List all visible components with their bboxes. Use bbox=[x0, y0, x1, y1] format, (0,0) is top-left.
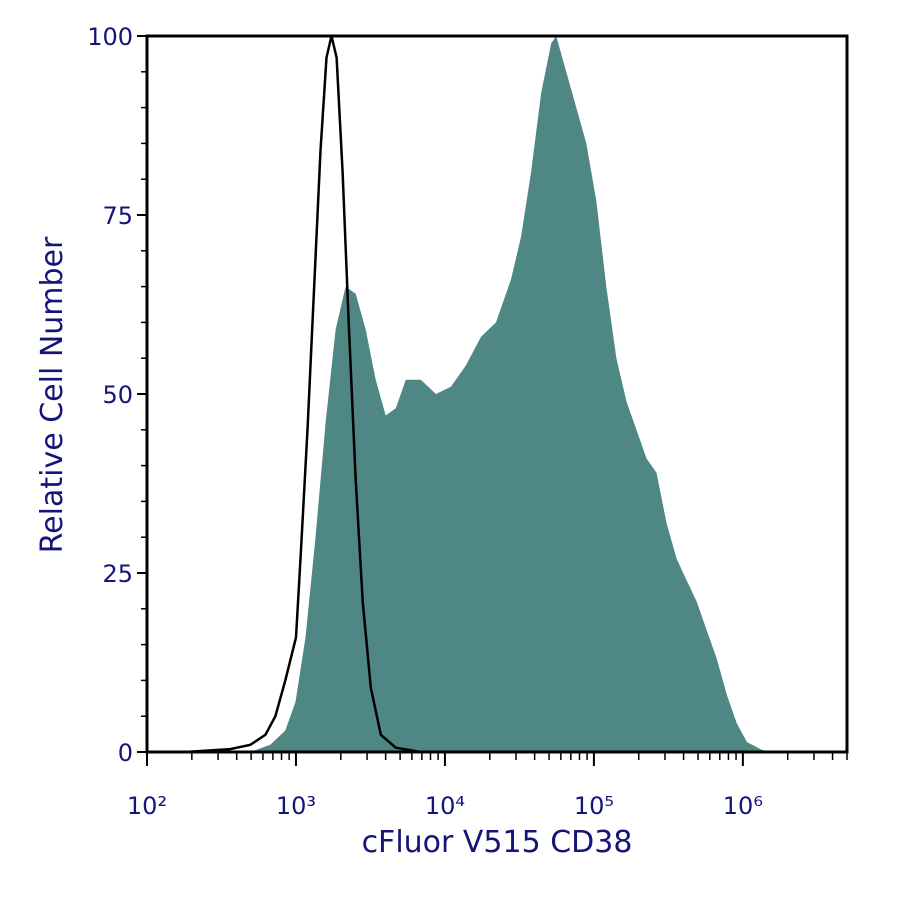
y-axis-label: Relative Cell Number bbox=[35, 236, 70, 553]
x-tick-label: 10³ bbox=[276, 792, 316, 820]
y-tick-label: 0 bbox=[118, 739, 133, 767]
x-tick-label: 10⁶ bbox=[723, 792, 763, 820]
x-axis-label: cFluor V515 CD38 bbox=[362, 825, 633, 860]
y-tick-label: 100 bbox=[87, 23, 133, 51]
x-tick-label: 10⁵ bbox=[574, 792, 614, 820]
x-tick-label: 10² bbox=[127, 792, 167, 820]
x-tick-label: 10⁴ bbox=[425, 792, 465, 820]
y-tick-label: 50 bbox=[102, 381, 133, 409]
histogram-area bbox=[250, 36, 772, 752]
histogram-outline bbox=[184, 35, 422, 754]
y-tick-label: 75 bbox=[102, 202, 133, 230]
y-tick-label: 25 bbox=[102, 560, 133, 588]
